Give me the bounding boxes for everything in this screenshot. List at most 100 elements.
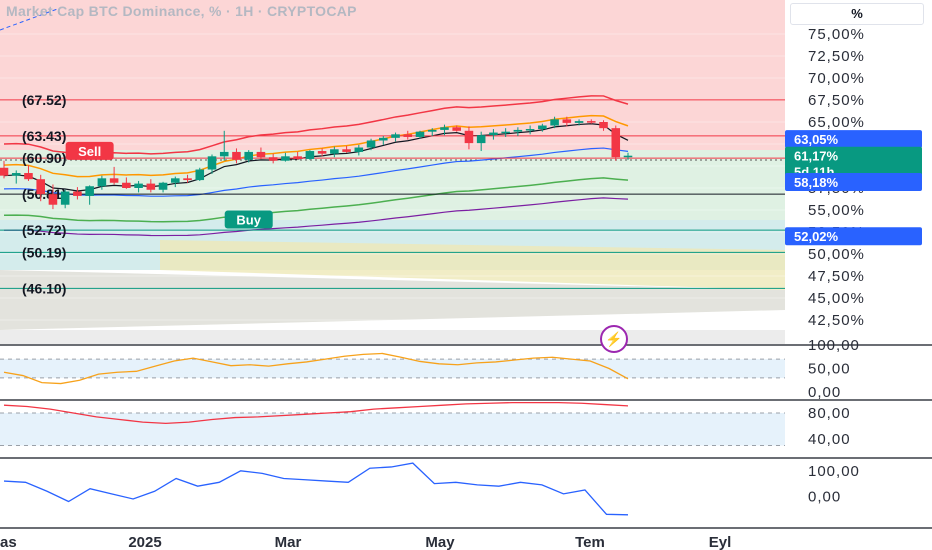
price-axis-label: 70,00% bbox=[808, 70, 865, 87]
candle-body bbox=[281, 156, 290, 161]
candle-body bbox=[379, 137, 388, 141]
main-grid bbox=[0, 33, 785, 321]
candle-body bbox=[244, 151, 253, 160]
candle-body bbox=[268, 157, 278, 161]
candle-body bbox=[574, 121, 584, 123]
time-axis[interactable]: as 2025 Mar May Tem Eyl bbox=[0, 527, 932, 550]
candle-body bbox=[403, 134, 413, 137]
candle-body bbox=[464, 130, 474, 144]
bullish-zone bbox=[0, 150, 785, 220]
candle-body bbox=[60, 191, 70, 205]
price-tag bbox=[785, 173, 922, 192]
price-axis-label: 72,50% bbox=[808, 48, 865, 65]
price-tag bbox=[785, 146, 922, 181]
signal-label: Sell bbox=[78, 144, 101, 159]
pane-axis-label: 0,00 bbox=[808, 384, 841, 401]
price-tag bbox=[785, 130, 922, 149]
candle-body bbox=[232, 151, 241, 160]
candle-body bbox=[293, 156, 302, 159]
pane-axis-label: 50,00 bbox=[808, 361, 851, 378]
level-label: (67.52) bbox=[22, 92, 66, 108]
price-axis-label: 42,50% bbox=[808, 312, 865, 329]
candle-body bbox=[525, 129, 535, 131]
ema-orange bbox=[3, 114, 629, 178]
price-tag-label: 58,18% bbox=[794, 175, 839, 190]
oscillator-pane[interactable]: 40,00 80,00 bbox=[0, 399, 932, 448]
candle-body bbox=[48, 194, 58, 205]
pane-axis-label: 100,00 bbox=[808, 337, 860, 354]
candle-body bbox=[36, 179, 45, 195]
signal-label: Buy bbox=[236, 213, 261, 228]
candle-body bbox=[391, 134, 400, 138]
candle-body bbox=[562, 119, 572, 123]
bearish-zone bbox=[0, 0, 785, 150]
level-lines: (67.52)(63.43)(60.90)(56.81)(52.72)(50.1… bbox=[0, 92, 785, 296]
price-axis-label: 67,50% bbox=[808, 92, 865, 109]
candle-body bbox=[195, 169, 205, 181]
candle-body bbox=[611, 128, 621, 158]
pane-axis-label: 40,00 bbox=[808, 431, 851, 448]
ema-purple bbox=[3, 197, 629, 237]
candle-body bbox=[440, 127, 449, 130]
candle-body bbox=[501, 131, 510, 134]
candle-body bbox=[183, 178, 192, 181]
candle-body bbox=[513, 129, 523, 132]
time-axis-label: Eyl bbox=[709, 534, 732, 550]
price-axis-label: 75,00% bbox=[808, 26, 865, 43]
chart-title: Market Cap BTC Dominance, % · 1H · CRYPT… bbox=[6, 3, 357, 19]
price-axis-label: 47,50% bbox=[808, 268, 865, 285]
candle-body bbox=[24, 173, 33, 180]
level-label: (46.10) bbox=[22, 280, 66, 296]
level-label: (60.90) bbox=[22, 150, 66, 166]
candle-body bbox=[538, 125, 547, 130]
signals: Sell Buy bbox=[65, 141, 273, 229]
candle-body bbox=[354, 147, 364, 152]
candle-body bbox=[599, 122, 608, 129]
lightning-icon[interactable]: ⚡ bbox=[600, 325, 628, 353]
candle-body bbox=[452, 127, 461, 131]
candle-body bbox=[476, 135, 486, 144]
candle-body bbox=[85, 186, 94, 196]
candle-body bbox=[171, 178, 180, 183]
momentum-pane[interactable]: 0,00 100,00 bbox=[0, 457, 932, 516]
candle-body bbox=[489, 132, 498, 136]
candle-body bbox=[219, 151, 229, 157]
ema-green bbox=[3, 177, 629, 223]
candles bbox=[0, 116, 633, 210]
time-axis-label: Tem bbox=[575, 534, 605, 550]
candle-body bbox=[207, 156, 217, 170]
candle-body bbox=[122, 182, 131, 188]
price-tag-label: 63,05% bbox=[794, 132, 839, 147]
price-axis-label: 65,00% bbox=[808, 114, 865, 131]
price-tag-label: 61,17% bbox=[794, 149, 839, 164]
candle-body bbox=[109, 178, 119, 183]
candle-body bbox=[11, 173, 21, 176]
candle-body bbox=[305, 151, 315, 159]
candle-body bbox=[158, 182, 168, 190]
trend-line-top bbox=[0, 7, 61, 31]
main-pane-background bbox=[0, 0, 785, 344]
candle-body bbox=[97, 178, 107, 187]
signal-badge bbox=[224, 210, 273, 229]
bottom-zone bbox=[0, 330, 785, 344]
pane-axis-label: 0,00 bbox=[808, 488, 841, 505]
ema-short bbox=[3, 123, 629, 192]
price-axis-label: 50,00% bbox=[808, 246, 865, 263]
candle-body bbox=[0, 167, 9, 176]
unit-toggle-button[interactable]: % bbox=[790, 3, 924, 25]
time-axis-label: May bbox=[425, 534, 455, 550]
rsi-pane[interactable]: 0,00 50,00 100,00 bbox=[0, 337, 932, 401]
price-axis-label: 45,00% bbox=[808, 290, 865, 307]
ema-blue bbox=[3, 147, 629, 197]
candle-body bbox=[366, 140, 376, 148]
candle-body bbox=[317, 151, 327, 154]
candle-body bbox=[415, 131, 425, 137]
candle-body bbox=[550, 119, 559, 126]
candle-body bbox=[134, 183, 143, 188]
candle-body bbox=[587, 121, 596, 123]
pane-band bbox=[0, 413, 785, 446]
level-label: (50.19) bbox=[22, 244, 66, 260]
time-axis-label: as bbox=[0, 534, 17, 550]
